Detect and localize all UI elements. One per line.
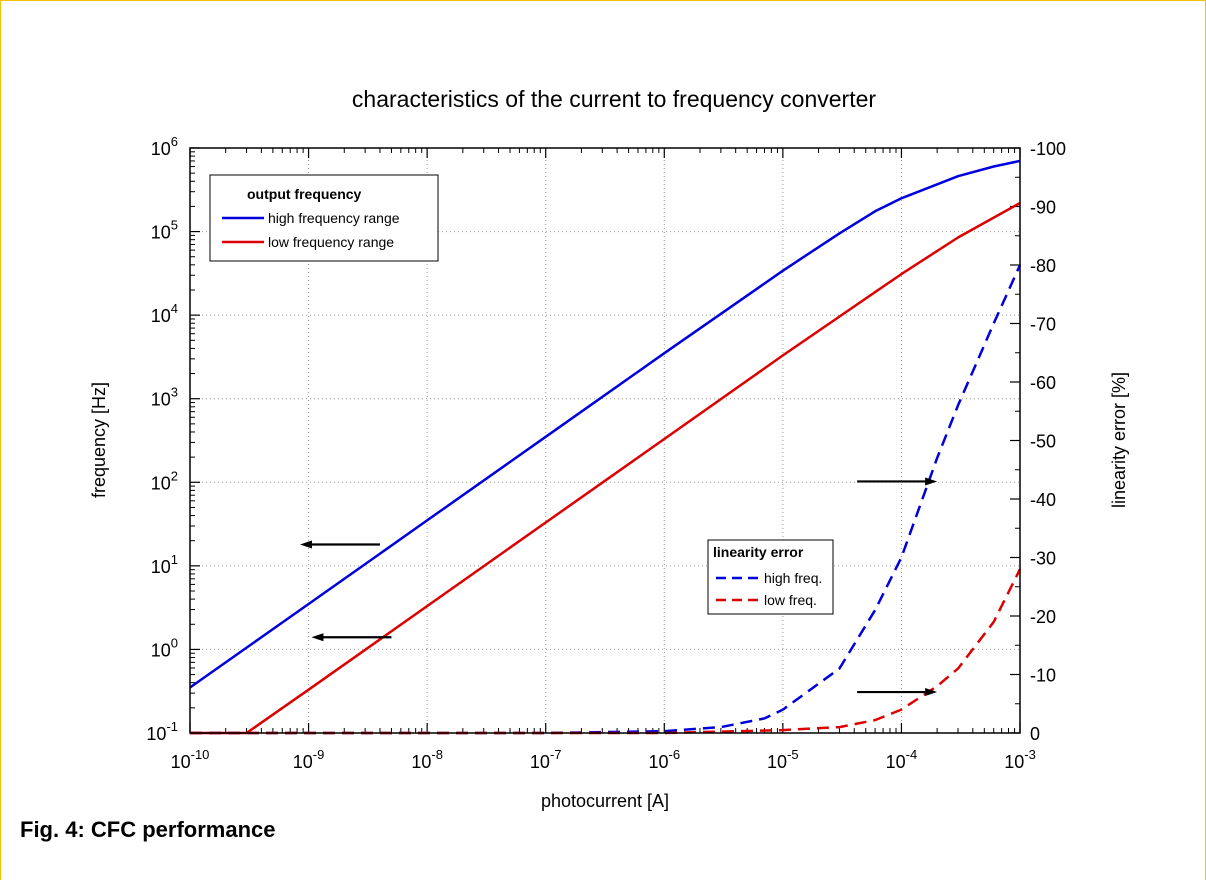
figure-caption: Fig. 4: CFC performance (20, 817, 276, 842)
legend-error-title: linearity error (713, 544, 804, 560)
x-tick-label: 10-10 (171, 747, 210, 772)
x-tick-label: 10-4 (886, 747, 918, 772)
x-axis-label: photocurrent [A] (541, 791, 669, 811)
y-right-axis-label: linearity error [%] (1109, 372, 1129, 508)
series-lines (189, 159, 1022, 735)
chart-title: characteristics of the current to freque… (352, 86, 876, 112)
x-tick-labels: 10-10 10-9 10-8 10-7 10-6 10-5 10-4 10-3 (171, 747, 1036, 772)
y-tick-label: 106 (151, 134, 178, 159)
series-line-high-freq (190, 264, 1022, 735)
series-line-high-frequency-range (189, 159, 1021, 689)
y-tick-label: 103 (151, 385, 178, 410)
annotation-arrow-right (857, 477, 938, 486)
series-line-low-freq (190, 568, 1022, 735)
y-tick-label: 10-1 (146, 719, 178, 744)
y-right-tick-label: -100 (1030, 139, 1066, 159)
arrow-head (925, 477, 938, 486)
y-tick-labels: 10-1 100 101 102 103 104 105 106 (146, 134, 178, 744)
annotation-arrow-left (311, 633, 392, 642)
y-tick-label: 102 (151, 468, 178, 493)
y-right-tick-label: -40 (1030, 490, 1056, 510)
y-right-tick-label: -30 (1030, 549, 1056, 569)
legend-entry-high: high frequency range (268, 210, 400, 226)
x-tick-label: 10-7 (530, 747, 562, 772)
y-tick-label: 104 (151, 301, 178, 326)
arrow-head (299, 540, 312, 549)
x-tick-label: 10-6 (648, 747, 680, 772)
y-right-tick-label: 0 (1030, 724, 1040, 744)
x-tick-label: 10-8 (411, 747, 443, 772)
y-axis-label: frequency [Hz] (89, 382, 109, 498)
legend-entry-low: low frequency range (268, 234, 394, 250)
x-tick-label: 10-9 (293, 747, 325, 772)
x-tick-label: 10-3 (1004, 747, 1036, 772)
arrow-head (311, 633, 324, 642)
annotation-arrow-right (857, 688, 938, 697)
y-right-tick-label: -90 (1030, 198, 1056, 218)
y-tick-label: 101 (151, 552, 178, 577)
arrow-head (925, 688, 938, 697)
x-tick-label: 10-5 (767, 747, 799, 772)
y-tick-label: 100 (151, 635, 178, 660)
annotation-arrow-left (299, 540, 380, 549)
legend-entry-low-freq: low freq. (764, 592, 817, 608)
y-right-tick-label: -60 (1030, 373, 1056, 393)
annotation-arrows (299, 477, 938, 697)
plot-area-border (189, 147, 1021, 734)
legend-frequency: output frequency high frequency range lo… (209, 174, 439, 262)
y-right-tick-label: -50 (1030, 432, 1056, 452)
y-tick-label: 105 (151, 218, 178, 243)
axis-ticks (189, 147, 1021, 734)
y-right-tick-label: -70 (1030, 315, 1056, 335)
series-line-low-frequency-range (190, 201, 1021, 735)
y-right-tick-label: -80 (1030, 256, 1056, 276)
y-right-tick-label: -10 (1030, 666, 1056, 686)
legend-error-box (707, 539, 834, 615)
y-right-tick-label: -20 (1030, 607, 1056, 627)
legend-entry-high-freq: high freq. (764, 570, 822, 586)
y-right-tick-labels: 0 -10 -20 -30 -40 -50 -60 -70 -80 -90 -100 (1030, 139, 1066, 744)
legend-error: linearity error high freq. low freq. (707, 539, 834, 615)
legend-frequency-title: output frequency (247, 186, 362, 202)
